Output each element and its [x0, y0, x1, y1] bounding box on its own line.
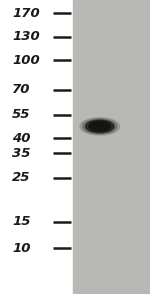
Bar: [73, 0, 150, 294]
Ellipse shape: [89, 122, 110, 131]
Text: 100: 100: [12, 54, 40, 67]
Text: 55: 55: [12, 108, 30, 121]
Text: 70: 70: [12, 83, 30, 96]
Text: 170: 170: [12, 7, 40, 20]
Bar: [0, 0, 73, 294]
Ellipse shape: [85, 120, 114, 133]
Ellipse shape: [80, 118, 120, 135]
Text: 15: 15: [12, 216, 30, 228]
Text: 35: 35: [12, 147, 30, 160]
Text: 10: 10: [12, 242, 30, 255]
Text: 25: 25: [12, 171, 30, 184]
Ellipse shape: [83, 119, 117, 134]
Text: 130: 130: [12, 30, 40, 43]
Text: 40: 40: [12, 132, 30, 145]
